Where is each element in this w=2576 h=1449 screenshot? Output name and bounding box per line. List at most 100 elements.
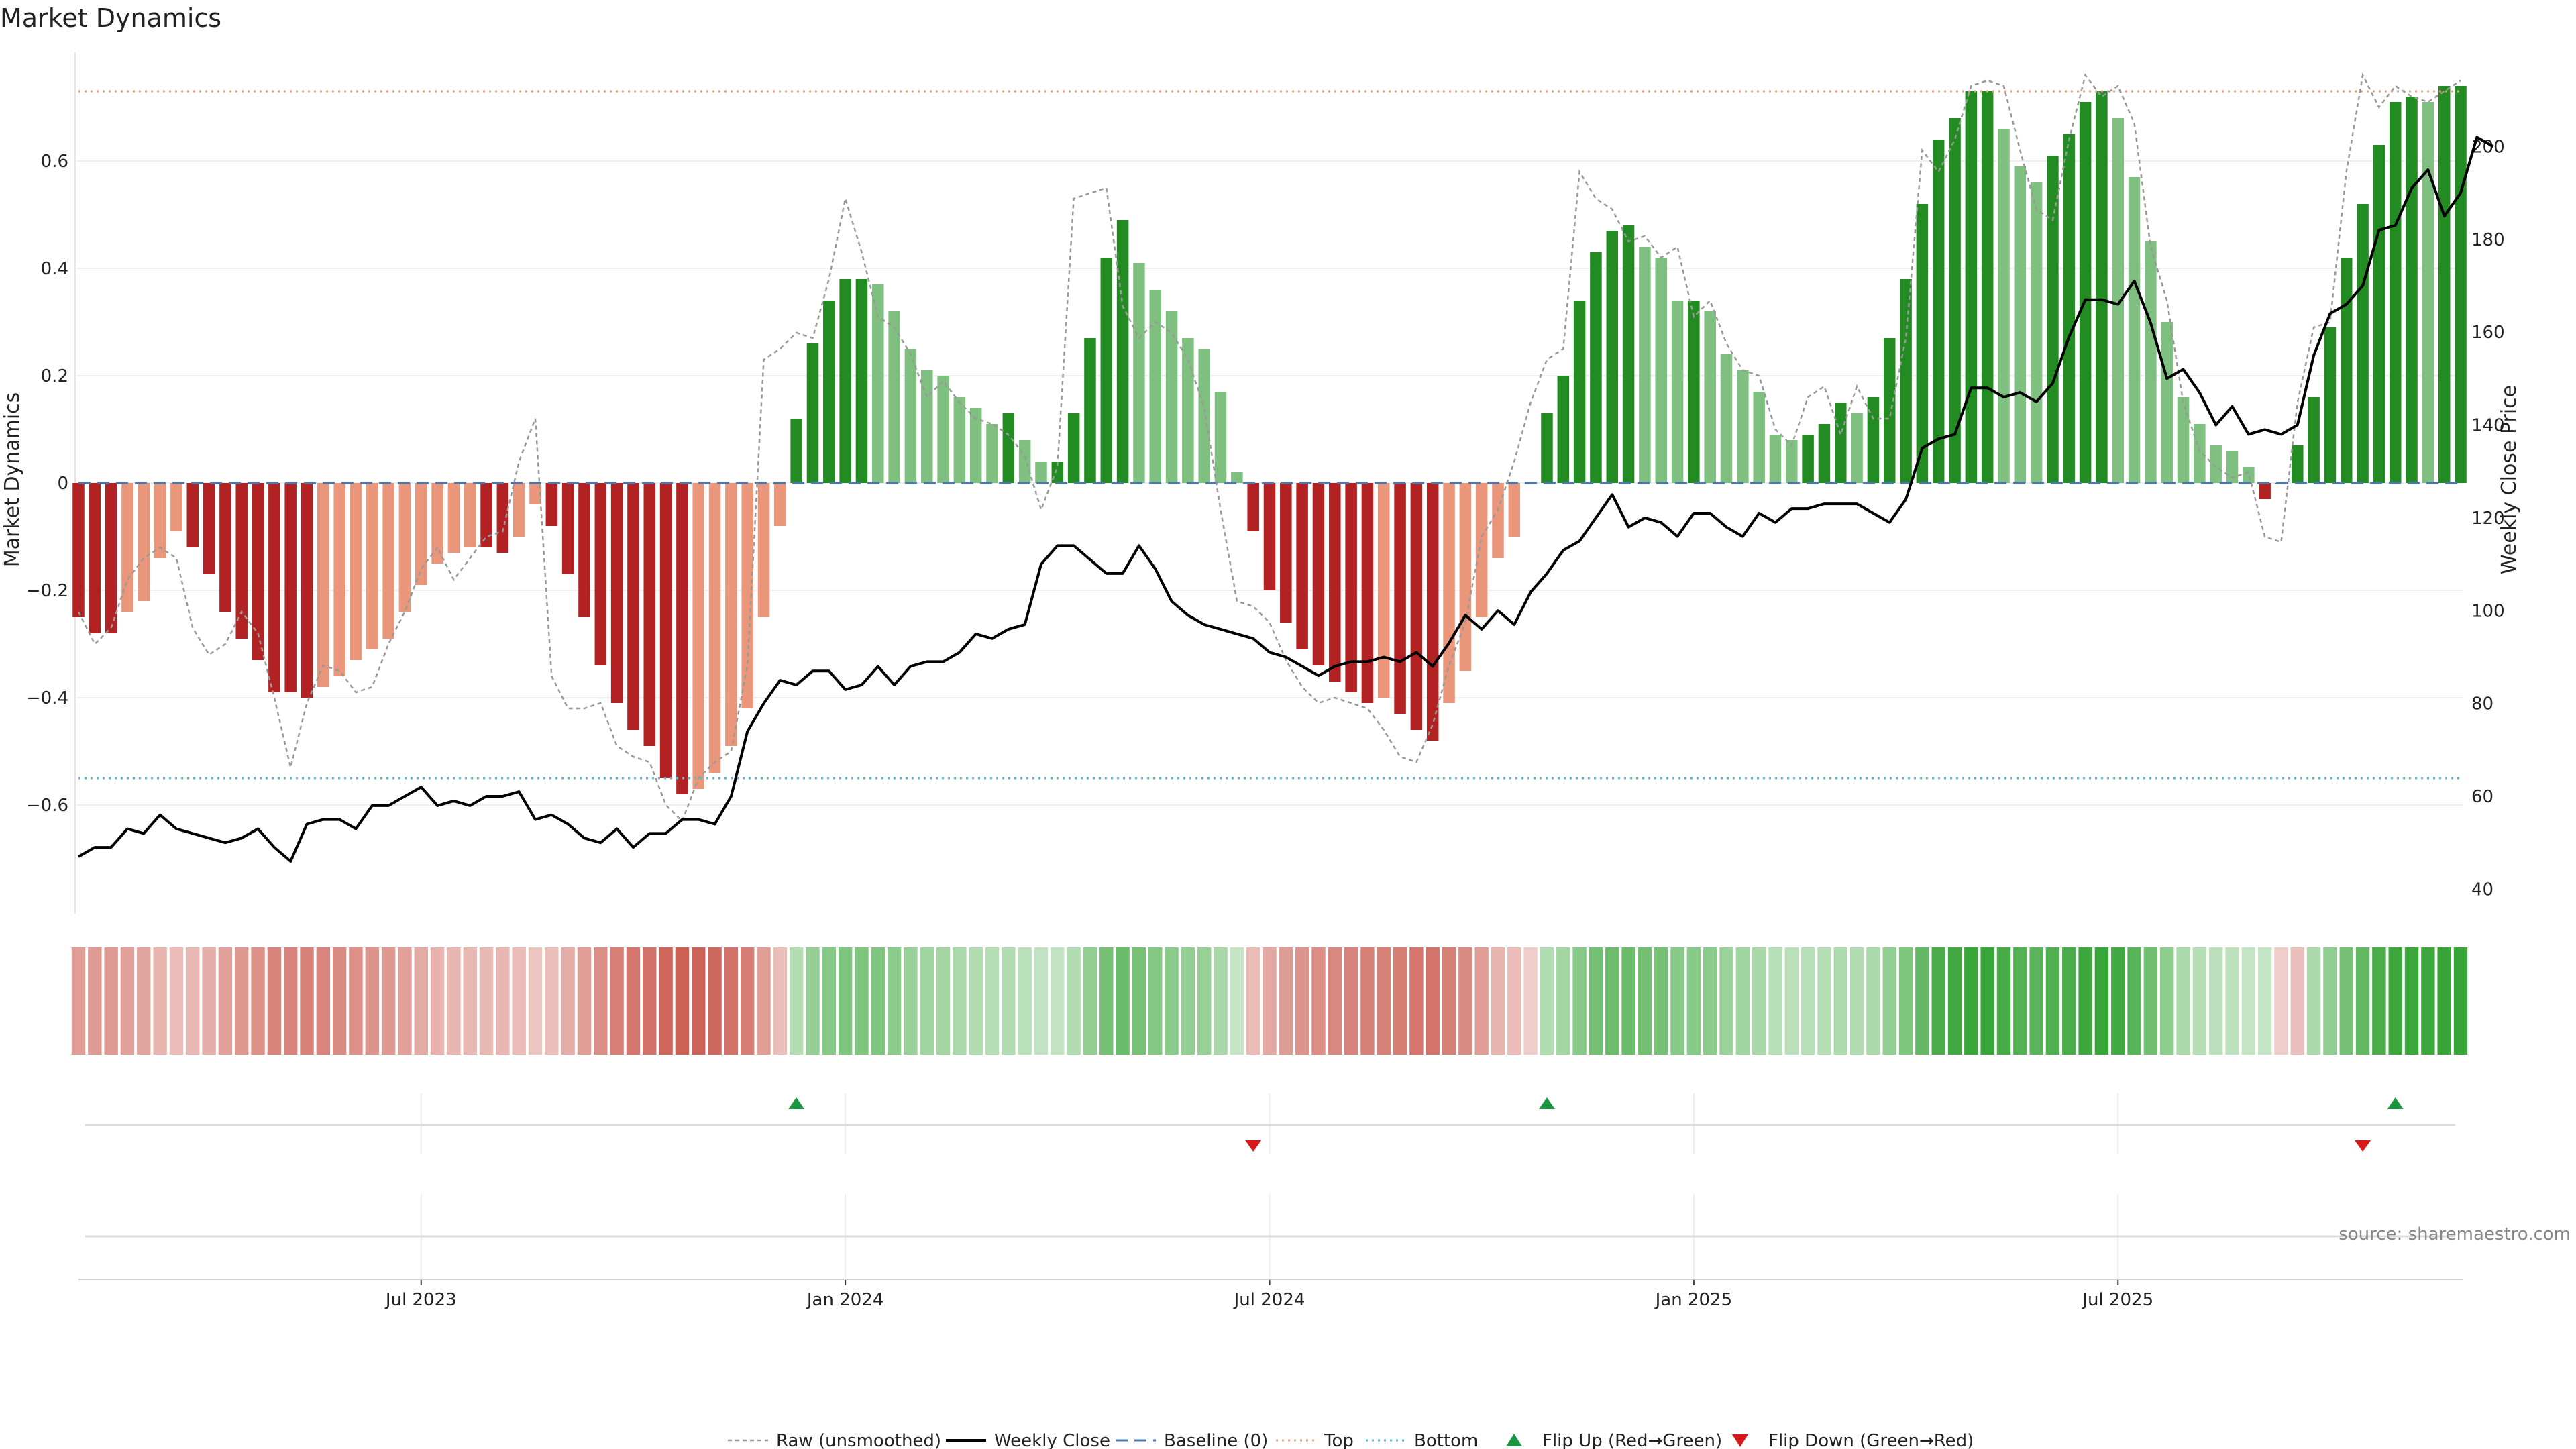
- regime-cell: [1083, 947, 1097, 1055]
- right-tick-label: 160: [2471, 323, 2505, 343]
- regime-cell: [1099, 947, 1114, 1055]
- regime-cell: [2323, 947, 2337, 1055]
- md-bar: [1655, 258, 1667, 483]
- regime-cell: [2094, 947, 2109, 1055]
- regime-cell: [740, 947, 755, 1055]
- right-y-axis-label: Weekly Close Price: [2498, 385, 2521, 574]
- md-bar: [1002, 413, 1015, 483]
- regime-cell: [463, 947, 477, 1055]
- regime-cell: [1849, 947, 1864, 1055]
- regime-cell: [1246, 947, 1260, 1055]
- weekly-close-line: [78, 136, 2494, 863]
- regime-cell: [1638, 947, 1652, 1055]
- md-bar: [1426, 483, 1439, 741]
- x-tick-label: Jul 2024: [1233, 1290, 1305, 1310]
- regime-cell: [545, 947, 559, 1055]
- md-bar: [89, 483, 101, 633]
- regime-cell: [2159, 947, 2174, 1055]
- md-bar: [725, 483, 737, 746]
- right-tick-label: 60: [2471, 787, 2493, 807]
- md-bar: [1198, 349, 1210, 483]
- axis-panel: Jul 2023 Jan 2024 Jul 2024 Jan 2025 Jul 2025: [78, 1194, 2463, 1310]
- md-bar: [2079, 102, 2092, 483]
- regime-cell: [381, 947, 396, 1055]
- regime-cell: [1426, 947, 1440, 1055]
- md-bar: [741, 483, 753, 708]
- md-bar: [464, 483, 476, 547]
- regime-cell: [186, 947, 200, 1055]
- md-bar: [823, 301, 835, 483]
- regime-cell: [528, 947, 543, 1055]
- md-bar: [1492, 483, 1504, 558]
- regime-cell: [120, 947, 135, 1055]
- md-bar: [1345, 483, 1357, 692]
- md-bar: [447, 483, 460, 553]
- md-bar: [953, 397, 966, 483]
- legend-label: Top: [1324, 1431, 1354, 1449]
- left-tick-label: −0.6: [26, 796, 68, 816]
- md-bar: [757, 483, 770, 617]
- chart-title: Market Dynamics: [0, 3, 221, 33]
- md-bar: [643, 483, 656, 746]
- md-bar: [317, 483, 329, 687]
- regime-cell: [1572, 947, 1587, 1055]
- md-bar: [2161, 322, 2173, 483]
- md-bar: [301, 483, 313, 698]
- regime-cell: [267, 947, 282, 1055]
- regime-cell: [1181, 947, 1195, 1055]
- md-bar: [1035, 462, 1047, 483]
- regime-cell: [871, 947, 885, 1055]
- regime-cell: [1051, 947, 1065, 1055]
- right-tick-label: 180: [2471, 230, 2505, 250]
- md-bar: [1508, 483, 1521, 537]
- regime-cell: [1311, 947, 1326, 1055]
- regime-cell: [137, 947, 151, 1055]
- md-bar: [1263, 483, 1276, 590]
- right-tick-label: 100: [2471, 601, 2505, 621]
- md-bar: [1084, 338, 1096, 483]
- md-bar: [1720, 354, 1733, 483]
- md-bar: [1231, 472, 1243, 483]
- regime-cell: [496, 947, 510, 1055]
- regime-cell: [1931, 947, 1945, 1055]
- left-tick-label: 0: [57, 474, 68, 494]
- md-bar: [1606, 231, 1619, 483]
- regime-cell: [757, 947, 771, 1055]
- regime-cell: [153, 947, 167, 1055]
- regime-cell: [789, 947, 804, 1055]
- md-bar: [1737, 370, 1749, 483]
- regime-cell: [1491, 947, 1505, 1055]
- legend: Raw (unsmoothed) Weekly Close Baseline (0)…: [728, 1431, 1974, 1449]
- x-tick-label: Jul 2023: [384, 1290, 457, 1310]
- md-bar: [1394, 483, 1406, 714]
- md-bar: [186, 483, 199, 547]
- md-bar: [415, 483, 427, 585]
- regime-cell: [1996, 947, 2011, 1055]
- regime-cell: [806, 947, 820, 1055]
- md-bar: [2357, 204, 2369, 483]
- regime-cell: [1360, 947, 1375, 1055]
- md-bar: [1883, 338, 1896, 483]
- regime-cell: [1654, 947, 1668, 1055]
- regime-cell: [773, 947, 788, 1055]
- md-bar: [1573, 301, 1586, 483]
- md-bar: [855, 279, 868, 483]
- legend-item-raw: Raw (unsmoothed): [728, 1431, 941, 1449]
- left-tick-label: 0.2: [41, 366, 68, 386]
- md-bar: [2128, 177, 2141, 483]
- md-bar: [366, 483, 378, 649]
- md-bar: [578, 483, 590, 617]
- md-bar: [2112, 118, 2124, 483]
- md-bar: [1051, 462, 1064, 483]
- md-bar: [2226, 451, 2239, 483]
- legend-label: Bottom: [1414, 1431, 1478, 1449]
- regime-cell: [1980, 947, 1994, 1055]
- regime-cell: [1768, 947, 1782, 1055]
- md-bar: [398, 483, 411, 612]
- regime-cell: [2404, 947, 2419, 1055]
- regime-cell: [1866, 947, 1880, 1055]
- md-bar: [1900, 279, 1912, 483]
- regime-cell: [1605, 947, 1619, 1055]
- regime-cell: [1703, 947, 1717, 1055]
- regime-cell: [104, 947, 118, 1055]
